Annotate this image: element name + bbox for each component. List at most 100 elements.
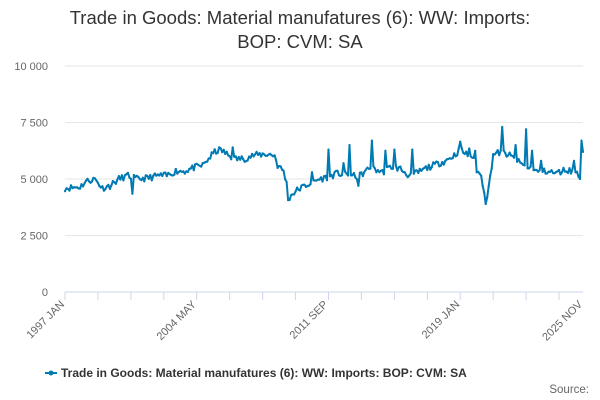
data-point[interactable]: [206, 160, 209, 163]
data-point[interactable]: [319, 176, 323, 179]
data-point[interactable]: [285, 180, 288, 183]
data-point[interactable]: [442, 163, 445, 166]
data-point[interactable]: [502, 149, 505, 152]
data-point[interactable]: [514, 144, 517, 147]
data-point[interactable]: [525, 128, 528, 131]
data-point[interactable]: [403, 171, 406, 174]
data-point[interactable]: [276, 166, 279, 169]
data-point[interactable]: [444, 159, 447, 162]
data-point[interactable]: [200, 165, 203, 168]
data-point[interactable]: [126, 171, 129, 174]
data-point[interactable]: [257, 153, 260, 156]
data-point[interactable]: [231, 146, 234, 149]
data-point[interactable]: [137, 175, 140, 179]
data-point[interactable]: [135, 174, 138, 177]
data-point[interactable]: [372, 165, 375, 168]
data-point[interactable]: [351, 174, 354, 177]
data-point[interactable]: [391, 167, 394, 170]
data-point[interactable]: [388, 164, 391, 167]
data-point[interactable]: [501, 125, 504, 129]
data-point[interactable]: [381, 169, 384, 172]
data-point[interactable]: [116, 178, 119, 181]
data-point[interactable]: [426, 168, 429, 172]
data-point[interactable]: [164, 171, 167, 174]
data-point[interactable]: [113, 181, 116, 184]
data-point[interactable]: [528, 167, 531, 170]
data-point[interactable]: [478, 172, 481, 175]
data-point[interactable]: [489, 174, 492, 177]
data-point[interactable]: [182, 170, 185, 173]
data-point[interactable]: [114, 182, 117, 185]
data-point[interactable]: [165, 175, 168, 178]
data-point[interactable]: [556, 170, 559, 173]
data-point[interactable]: [213, 148, 216, 151]
data-point[interactable]: [562, 166, 565, 169]
data-point[interactable]: [254, 153, 257, 156]
data-point[interactable]: [572, 159, 576, 162]
data-point[interactable]: [177, 170, 180, 174]
data-point[interactable]: [307, 184, 311, 187]
data-point[interactable]: [219, 147, 222, 150]
data-point[interactable]: [424, 165, 427, 168]
data-point[interactable]: [174, 167, 177, 171]
data-point[interactable]: [418, 167, 421, 170]
data-point[interactable]: [495, 151, 498, 154]
data-point[interactable]: [535, 168, 538, 172]
data-point[interactable]: [330, 173, 333, 176]
data-point[interactable]: [321, 180, 324, 183]
data-point[interactable]: [529, 165, 532, 168]
data-point[interactable]: [361, 175, 364, 178]
data-point[interactable]: [131, 192, 134, 195]
data-point[interactable]: [105, 185, 108, 188]
data-point[interactable]: [429, 168, 432, 171]
data-point[interactable]: [282, 169, 285, 172]
data-point[interactable]: [511, 154, 514, 158]
data-point[interactable]: [460, 147, 463, 150]
data-point[interactable]: [420, 169, 423, 172]
data-point[interactable]: [167, 171, 170, 174]
data-point[interactable]: [523, 164, 526, 167]
data-point[interactable]: [373, 167, 376, 170]
data-point[interactable]: [252, 155, 255, 158]
data-point[interactable]: [580, 139, 583, 142]
data-point[interactable]: [230, 158, 233, 161]
data-point[interactable]: [481, 184, 484, 188]
data-point[interactable]: [222, 148, 225, 151]
data-point[interactable]: [189, 167, 192, 170]
data-point[interactable]: [480, 174, 483, 177]
data-point[interactable]: [423, 166, 426, 170]
data-point[interactable]: [369, 167, 372, 170]
data-point[interactable]: [149, 174, 152, 177]
data-point[interactable]: [146, 174, 149, 177]
data-point[interactable]: [86, 177, 89, 180]
data-point[interactable]: [394, 164, 397, 168]
data-point[interactable]: [578, 177, 582, 181]
data-point[interactable]: [95, 179, 98, 182]
data-point[interactable]: [279, 165, 282, 168]
data-point[interactable]: [577, 175, 580, 178]
data-point[interactable]: [375, 171, 378, 174]
data-point[interactable]: [378, 171, 381, 174]
data-point[interactable]: [566, 171, 570, 175]
data-point[interactable]: [68, 189, 71, 192]
data-point[interactable]: [541, 170, 544, 173]
data-point[interactable]: [520, 162, 523, 165]
data-point[interactable]: [411, 148, 414, 151]
data-point[interactable]: [490, 167, 493, 170]
data-point[interactable]: [498, 154, 501, 157]
data-point[interactable]: [93, 177, 96, 180]
data-point[interactable]: [260, 155, 263, 158]
data-point[interactable]: [140, 179, 143, 182]
data-point[interactable]: [451, 157, 454, 160]
data-point[interactable]: [342, 162, 345, 165]
data-point[interactable]: [123, 174, 126, 177]
data-point[interactable]: [66, 187, 70, 191]
data-point[interactable]: [236, 159, 239, 162]
data-point[interactable]: [152, 174, 155, 177]
data-point[interactable]: [266, 154, 269, 157]
data-point[interactable]: [508, 151, 511, 154]
data-point[interactable]: [249, 156, 252, 159]
data-point[interactable]: [221, 151, 224, 154]
data-point[interactable]: [90, 180, 93, 183]
data-point[interactable]: [560, 171, 564, 174]
